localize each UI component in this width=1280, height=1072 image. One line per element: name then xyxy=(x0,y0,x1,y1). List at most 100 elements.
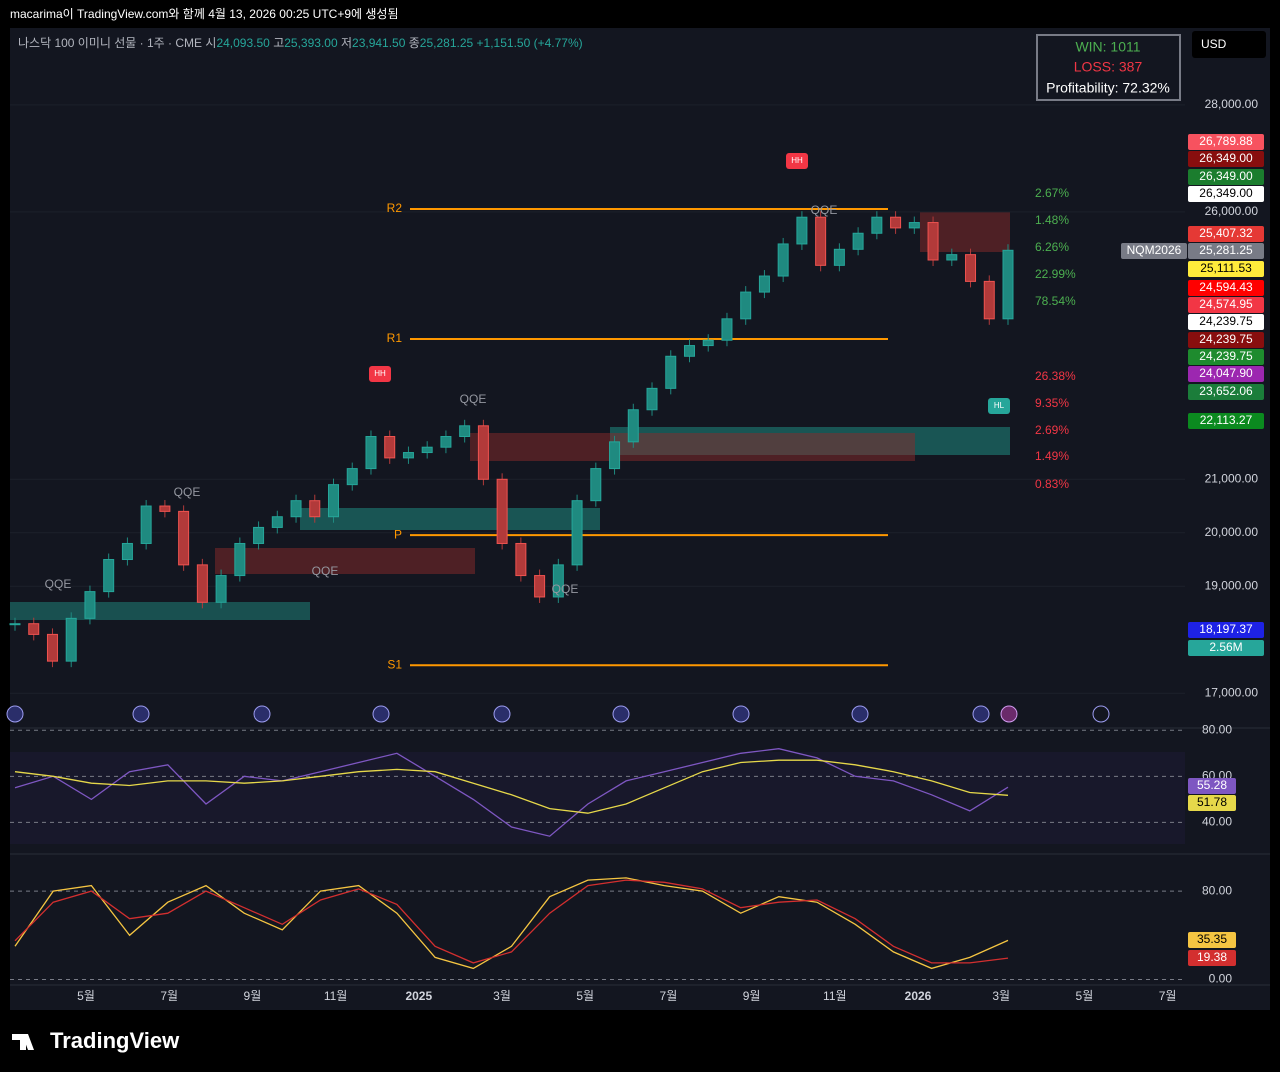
price-label: 24,239.75 xyxy=(1199,349,1253,363)
event-icons xyxy=(6,705,1110,723)
event-icon xyxy=(253,705,271,723)
y-tick-label: 20,000.00 xyxy=(1205,525,1259,539)
annotation: QQE xyxy=(552,582,579,596)
candle xyxy=(833,248,845,266)
candle xyxy=(253,526,265,544)
chart-area xyxy=(10,28,1270,1010)
price-label-bg xyxy=(1188,169,1264,185)
candle xyxy=(459,425,471,437)
fib-label: 2.67% xyxy=(1035,186,1069,200)
candle xyxy=(815,216,827,266)
indicator-line xyxy=(14,877,1009,970)
candle xyxy=(983,280,995,320)
caption: macarima이 TradingView.com와 함께 4월 13, 202… xyxy=(10,7,399,21)
candle xyxy=(609,441,621,470)
x-tick-label: 11월 xyxy=(324,989,348,1003)
price-label-bg xyxy=(1188,243,1264,259)
indicator-line xyxy=(14,748,1009,837)
annotation: QQE xyxy=(45,577,72,591)
event-icon xyxy=(132,705,150,723)
candle xyxy=(178,510,190,566)
ohlc-value: 25,393.00 xyxy=(284,36,338,50)
candle xyxy=(328,484,340,518)
price-label: 24,239.75 xyxy=(1199,314,1253,328)
indicator-line xyxy=(14,879,1009,964)
x-tick-label: 9월 xyxy=(743,989,761,1003)
event-icon xyxy=(732,705,750,723)
zone xyxy=(470,433,915,461)
price-label-bg xyxy=(1188,314,1264,330)
candle xyxy=(384,435,396,459)
price-label: 24,239.75 xyxy=(1199,332,1253,346)
zone xyxy=(215,548,475,574)
annotation: HL xyxy=(994,401,1005,410)
x-tick-label: 7월 xyxy=(1159,989,1177,1003)
ohlc-label: 고 xyxy=(273,36,284,50)
fib-label: 9.35% xyxy=(1035,396,1069,410)
y-tick-label: 0.00 xyxy=(1209,972,1233,986)
change: +1,151.50 (+4.77%) xyxy=(477,36,583,50)
candle xyxy=(571,500,583,566)
indicator-label: 55.28 xyxy=(1197,778,1227,792)
candle xyxy=(477,425,489,480)
annotation: QQE xyxy=(811,203,838,217)
indicator-label-bg xyxy=(1188,932,1236,948)
indicator-label-bg xyxy=(1188,950,1236,966)
annotation: QQE xyxy=(174,485,201,499)
candle xyxy=(796,216,808,245)
fib-label: 1.48% xyxy=(1035,213,1069,227)
indicator-label: 51.78 xyxy=(1197,795,1227,809)
event-icon xyxy=(6,705,24,723)
x-tick-label: 7월 xyxy=(160,989,178,1003)
candle xyxy=(927,222,939,261)
event-icon xyxy=(1092,705,1110,723)
fib-label: 78.54% xyxy=(1035,294,1076,308)
candle xyxy=(28,623,40,635)
event-icon xyxy=(851,705,869,723)
symbol-line: 나스닥 100 이미니 선물 · 1주 · CME 시24,093.50 고25… xyxy=(18,36,583,50)
annotation: QQE xyxy=(460,392,487,406)
candle xyxy=(590,468,602,502)
candle xyxy=(965,254,977,282)
symbol-tag-bg xyxy=(1121,243,1187,259)
pivot-label: P xyxy=(394,527,402,541)
event-icon xyxy=(612,705,630,723)
candle xyxy=(46,633,58,662)
candle xyxy=(234,542,246,577)
y-tick-label: 19,000.00 xyxy=(1205,578,1259,592)
price-label-bg xyxy=(1188,297,1264,313)
candle xyxy=(440,435,452,448)
ohlc-value: 23,941.50 xyxy=(352,36,406,50)
logo: TradingView xyxy=(50,1028,180,1053)
candle xyxy=(103,559,115,593)
price-label: 26,349.00 xyxy=(1199,151,1253,165)
logo-mark xyxy=(12,1034,34,1050)
y-tick-label: 28,000.00 xyxy=(1205,97,1259,111)
candle xyxy=(365,435,377,470)
price-label-bg xyxy=(1188,332,1264,348)
candle xyxy=(215,575,227,603)
price-label: 24,047.90 xyxy=(1199,366,1253,380)
annotation-badge xyxy=(988,398,1010,414)
price-label: 26,349.00 xyxy=(1199,169,1253,183)
price-label: 22,113.27 xyxy=(1200,413,1253,427)
symbol: 나스닥 100 이미니 선물 · 1주 · CME xyxy=(18,36,202,50)
stats-box xyxy=(1036,34,1181,101)
annotation-badge xyxy=(786,153,808,169)
currency[interactable]: USD xyxy=(1201,37,1227,51)
event-icon xyxy=(372,705,390,723)
fib-label: 6.26% xyxy=(1035,240,1069,254)
event-icon xyxy=(972,705,990,723)
annotation: QQE xyxy=(312,564,339,578)
candle xyxy=(309,500,321,518)
x-tick-label: 7월 xyxy=(660,989,678,1003)
profitability: Profitability: 72.32% xyxy=(1046,80,1170,96)
candle xyxy=(290,500,302,518)
price-label-bg xyxy=(1188,280,1264,296)
price-label-bg xyxy=(1188,186,1264,202)
y-tick-label: 21,000.00 xyxy=(1205,471,1259,485)
zone xyxy=(10,602,310,620)
x-tick-label: 2025 xyxy=(405,989,432,1003)
candle xyxy=(159,505,171,512)
currency-box[interactable] xyxy=(1192,31,1266,58)
